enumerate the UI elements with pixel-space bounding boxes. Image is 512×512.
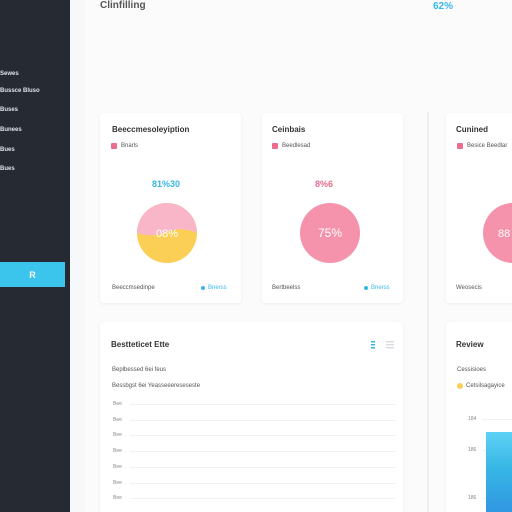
card-1-footer: Beeccmsedinpe: [112, 285, 155, 291]
card-2-legend: Beedlesad: [282, 143, 311, 149]
card-1-title: Beeccmesoleyiption: [112, 125, 190, 134]
card-3-pie-label: 88: [498, 228, 510, 240]
review-tick: 186: [468, 447, 477, 453]
review-card-title: Review: [456, 340, 484, 349]
review-legend: Cetsilsagayice: [466, 383, 505, 389]
card-3: Cunined Besice Beedlar 88 Weosecis: [446, 113, 512, 303]
card-1-pie: 08%: [137, 203, 197, 263]
header-stat: 62%: [433, 1, 454, 12]
review-legend-swatch: [457, 383, 463, 389]
review-tick: 184: [468, 416, 477, 422]
card-1-value: 81%30: [152, 179, 181, 189]
review-bar: [486, 432, 512, 512]
table-row-label: Bee: [113, 464, 122, 470]
sidebar-active-item[interactable]: R: [0, 262, 65, 287]
table-card: Bestteticet Ette Beplbessed 6ei feus Bes…: [100, 322, 403, 512]
list-view-icon[interactable]: [371, 341, 375, 349]
table-card-title: Bestteticet Ette: [111, 340, 170, 349]
table-row-line: [130, 435, 395, 436]
card-1: Beeccmesoleyiption Bnarls 81%30 08% Beec…: [100, 113, 241, 303]
card-2-pie-fill: [300, 203, 360, 263]
table-row-label: Bee: [113, 417, 122, 423]
review-gridline: [482, 419, 512, 420]
card-2-footer-dot: [364, 286, 368, 290]
card-2-value: 8%6: [315, 179, 334, 189]
card-2-pie-label: 75%: [318, 226, 342, 240]
card-1-pie-top: [137, 203, 197, 236]
table-row-label: Bee: [113, 401, 122, 407]
grid-view-icon[interactable]: [386, 341, 394, 349]
card-1-legend-swatch: [111, 143, 117, 149]
card-3-title: Cunined: [456, 125, 488, 134]
table-row-label: Bee: [113, 495, 122, 501]
table-row-line: [130, 451, 395, 452]
review-card: Review Cessisioes Cetsilsagayice 184 186…: [446, 322, 512, 512]
card-2-legend-swatch: [272, 143, 278, 149]
sidebar-item-1[interactable]: Sewes: [0, 71, 19, 77]
card-1-legend: Bnarls: [121, 143, 139, 149]
table-row-line: [130, 498, 395, 499]
sidebar: Sewes Bussce Bluso Buses Bunees Bues Bue…: [0, 0, 70, 512]
card-2-pie: 75%: [300, 203, 360, 263]
card-1-footer-dot: [201, 286, 205, 290]
table-row-label: Bee: [113, 432, 122, 438]
card-3-legend: Besice Beedlar: [467, 143, 508, 149]
card-2: Ceinbais Beedlesad 8%6 75% Bertbeelss Bn…: [262, 113, 403, 303]
column-divider: [427, 112, 429, 512]
sidebar-item-4[interactable]: Bunees: [0, 127, 22, 133]
table-row-line: [130, 467, 395, 468]
table-header: Bessbgst 6ei Yeasseeereseseste: [112, 383, 201, 389]
review-subtitle: Cessisioes: [457, 367, 487, 373]
table-row-label: Bee: [113, 448, 122, 454]
table-subtitle: Beplbessed 6ei feus: [112, 367, 167, 373]
card-3-pie: 88: [483, 203, 512, 263]
sidebar-item-5[interactable]: Bues: [0, 147, 15, 153]
page-title: Clinfilling: [100, 0, 146, 11]
card-3-pie-fill: [483, 203, 512, 263]
card-2-footer: Bertbeelss: [272, 285, 301, 291]
card-1-footer-link[interactable]: Bnerss: [208, 285, 227, 291]
table-row-line: [130, 420, 395, 421]
card-3-footer: Weosecis: [456, 285, 482, 291]
card-1-pie-label: 08%: [156, 228, 178, 240]
table-row-line: [130, 404, 395, 405]
sidebar-item-2[interactable]: Bussce Bluso: [0, 88, 40, 94]
table-row-label: Bee: [113, 480, 122, 486]
card-3-legend-swatch: [457, 143, 463, 149]
table-row-line: [130, 483, 395, 484]
sidebar-item-3[interactable]: Buses: [0, 107, 19, 113]
sidebar-item-6[interactable]: Bues: [0, 166, 15, 172]
review-tick: 186: [468, 495, 477, 501]
card-2-title: Ceinbais: [272, 125, 306, 134]
card-2-footer-link[interactable]: Bnerss: [371, 285, 390, 291]
